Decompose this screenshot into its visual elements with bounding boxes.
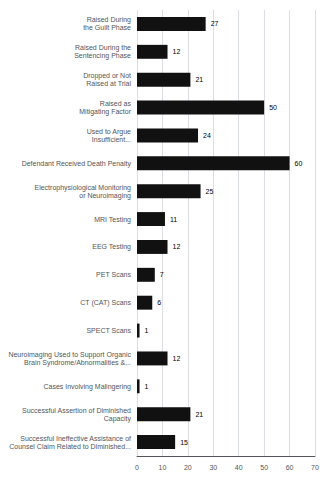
svg-text:40: 40 [235,464,243,471]
svg-text:PET Scans: PET Scans [96,271,131,278]
svg-text:CT (CAT) Scans: CT (CAT) Scans [80,299,131,307]
svg-text:6: 6 [157,299,161,306]
svg-text:Electrophysiological Monitorin: Electrophysiological Monitoring [35,184,132,192]
svg-text:21: 21 [195,76,203,83]
svg-text:50: 50 [269,104,277,111]
svg-text:60: 60 [295,160,303,167]
svg-text:1: 1 [145,327,149,334]
svg-text:Counsel Claim Related to Dimin: Counsel Claim Related to Diminished... [9,443,131,450]
svg-text:25: 25 [206,188,214,195]
svg-text:or Neuroimaging: or Neuroimaging [79,192,131,200]
svg-text:Successful Assertion of Dimini: Successful Assertion of Diminished [22,407,131,414]
svg-text:Cases Involving Malingering: Cases Involving Malingering [43,383,131,391]
svg-text:60: 60 [286,464,294,471]
svg-text:50: 50 [260,464,268,471]
svg-text:EEG Testing: EEG Testing [92,243,131,251]
svg-text:12: 12 [173,355,181,362]
svg-text:20: 20 [184,464,192,471]
svg-text:MRI Testing: MRI Testing [94,216,131,224]
svg-text:the Guilt Phase: the Guilt Phase [83,24,131,31]
svg-text:Raised During: Raised During [87,16,131,24]
svg-text:21: 21 [195,411,203,418]
svg-text:24: 24 [203,132,211,139]
svg-text:SPECT Scans: SPECT Scans [86,327,131,334]
svg-text:11: 11 [170,216,177,223]
svg-text:12: 12 [173,48,181,55]
svg-text:30: 30 [209,464,217,471]
svg-text:70: 70 [311,464,319,471]
svg-text:Raised at Trial: Raised at Trial [86,80,131,87]
svg-text:7: 7 [160,271,164,278]
svg-text:10: 10 [159,464,167,471]
svg-text:Brain Syndrome/Abnormalities &: Brain Syndrome/Abnormalities &... [24,359,131,367]
svg-text:Defendant Received Death Penal: Defendant Received Death Penalty [22,160,132,168]
svg-text:Sentencing Phase: Sentencing Phase [74,52,131,60]
svg-text:Used to Argue: Used to Argue [87,128,131,136]
svg-text:1: 1 [145,383,149,390]
svg-text:Successful Ineffective Assista: Successful Ineffective Assistance of [20,435,131,442]
svg-text:0: 0 [135,464,139,471]
svg-text:Insufficient...: Insufficient... [92,136,131,143]
svg-text:Mitigating Factor: Mitigating Factor [79,108,131,116]
svg-text:Raised as: Raised as [100,100,132,107]
svg-text:Dropped or Not: Dropped or Not [83,72,131,80]
svg-text:15: 15 [180,439,188,446]
svg-text:Raised During the: Raised During the [75,44,131,52]
svg-text:Neuroimaging Used to Support O: Neuroimaging Used to Support Organic [8,351,131,359]
svg-text:12: 12 [173,243,181,250]
svg-text:Capacity: Capacity [104,415,132,423]
svg-text:27: 27 [211,20,219,27]
